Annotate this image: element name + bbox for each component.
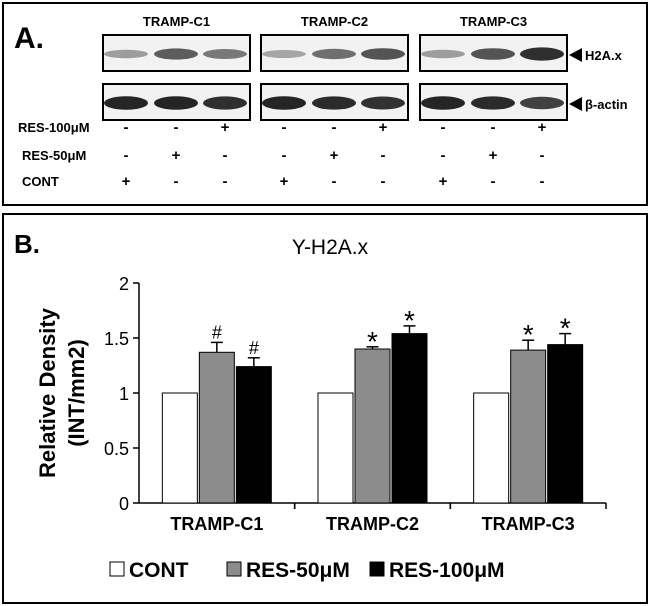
western-blot: TRAMP-C1 TRAMP-C2 TRAMP-C3 H2A.x β-actin RES-… bbox=[18, 14, 628, 190]
legend-label: CONT bbox=[129, 559, 189, 582]
treatment-sign: - bbox=[174, 119, 179, 136]
x-tick-label: TRAMP-C2 bbox=[326, 514, 419, 534]
x-tick-label: TRAMP-C1 bbox=[170, 514, 263, 534]
treatment-sign: - bbox=[540, 173, 545, 190]
significance-mark: * bbox=[404, 305, 415, 336]
blot-group-label: TRAMP-C3 bbox=[460, 14, 527, 29]
panel-a-label: A. bbox=[14, 22, 44, 55]
bar bbox=[473, 392, 510, 504]
significance-mark: # bbox=[249, 338, 259, 358]
treatment-sign: + bbox=[221, 119, 230, 136]
y-tick-label: 0.5 bbox=[104, 439, 129, 459]
x-tick-label: TRAMP-C3 bbox=[482, 514, 575, 534]
treatment-sign: - bbox=[441, 147, 446, 164]
treatment-sign: + bbox=[330, 147, 339, 164]
significance-mark: * bbox=[367, 326, 378, 357]
blot-band bbox=[520, 47, 564, 61]
bar bbox=[317, 392, 354, 504]
treatment-sign: - bbox=[282, 119, 287, 136]
bar-chart: 0 0.5 1 1.5 2 # # TRAMP-C1 * * TRAMP-C2 * * TRAMP-C3 bbox=[104, 274, 607, 534]
treatment-sign: - bbox=[441, 119, 446, 136]
treatment-sign: + bbox=[439, 173, 448, 190]
blot-band bbox=[154, 48, 198, 60]
y-axis-label-line-2: (INT/mm2) bbox=[64, 339, 89, 447]
treatment-sign: - bbox=[282, 147, 287, 164]
bar bbox=[510, 349, 547, 504]
blot-band bbox=[203, 49, 247, 59]
band-arrow-icon bbox=[569, 97, 582, 111]
chart-title: Y-H2A.x bbox=[292, 236, 369, 259]
band-label: H2A.x bbox=[585, 48, 623, 63]
band-arrow-icon bbox=[569, 48, 582, 62]
legend-swatch bbox=[369, 561, 385, 577]
blot-group-label: TRAMP-C1 bbox=[143, 14, 210, 29]
treatment-sign: + bbox=[538, 119, 547, 136]
blot-band bbox=[361, 96, 405, 110]
blot-band bbox=[312, 96, 356, 110]
treatment-label: RES-50μM bbox=[22, 148, 86, 163]
bar bbox=[354, 348, 391, 504]
treatment-sign: - bbox=[491, 119, 496, 136]
blot-band bbox=[154, 96, 198, 110]
legend-label: RES-50μM bbox=[246, 559, 350, 582]
blot-band bbox=[262, 96, 306, 110]
y-axis-label-line-1: Relative Density bbox=[35, 307, 60, 478]
treatment-sign: - bbox=[381, 147, 386, 164]
treatment-sign: + bbox=[172, 147, 181, 164]
panel-b-label: B. bbox=[14, 229, 40, 259]
blot-band bbox=[262, 50, 306, 58]
y-tick-label: 1.5 bbox=[104, 329, 129, 349]
blot-band bbox=[104, 96, 148, 110]
treatment-label: RES-100μM bbox=[18, 120, 90, 135]
legend-swatch bbox=[226, 561, 242, 577]
blot-band bbox=[520, 96, 564, 110]
treatment-sign: - bbox=[124, 147, 129, 164]
blot-band bbox=[471, 96, 515, 110]
treatment-label: CONT bbox=[22, 174, 59, 189]
treatment-sign: - bbox=[124, 119, 129, 136]
bar bbox=[547, 344, 584, 504]
blot-band bbox=[203, 96, 247, 110]
blot-band bbox=[421, 96, 465, 110]
bar bbox=[161, 392, 198, 504]
treatment-sign: + bbox=[280, 173, 289, 190]
treatment-sign: - bbox=[332, 119, 337, 136]
blot-band bbox=[471, 48, 515, 60]
significance-mark: * bbox=[523, 319, 534, 350]
y-tick-label: 0 bbox=[119, 494, 129, 514]
blot-band bbox=[361, 48, 405, 60]
treatment-sign: - bbox=[540, 147, 545, 164]
bar bbox=[198, 351, 235, 504]
treatment-sign: - bbox=[381, 173, 386, 190]
y-tick-label: 1 bbox=[119, 384, 129, 404]
y-tick-label: 2 bbox=[119, 274, 129, 294]
blot-band bbox=[104, 49, 148, 59]
treatment-sign: + bbox=[122, 173, 131, 190]
treatment-sign: + bbox=[489, 147, 498, 164]
treatment-sign: - bbox=[491, 173, 496, 190]
treatment-sign: - bbox=[332, 173, 337, 190]
blot-group-label: TRAMP-C2 bbox=[301, 14, 368, 29]
treatment-sign: - bbox=[223, 173, 228, 190]
blot-band bbox=[312, 48, 356, 60]
treatment-sign: - bbox=[174, 173, 179, 190]
bar bbox=[235, 366, 272, 504]
band-label: β-actin bbox=[585, 97, 628, 112]
bar bbox=[391, 333, 428, 504]
significance-mark: # bbox=[212, 322, 222, 342]
legend-label: RES-100μM bbox=[389, 559, 505, 582]
treatment-sign: - bbox=[223, 147, 228, 164]
significance-mark: * bbox=[560, 313, 571, 344]
treatment-sign: + bbox=[379, 119, 388, 136]
blot-band bbox=[421, 49, 465, 59]
legend-swatch bbox=[109, 561, 125, 577]
chart-legend: CONT RES-50μM RES-100μM bbox=[109, 559, 505, 582]
